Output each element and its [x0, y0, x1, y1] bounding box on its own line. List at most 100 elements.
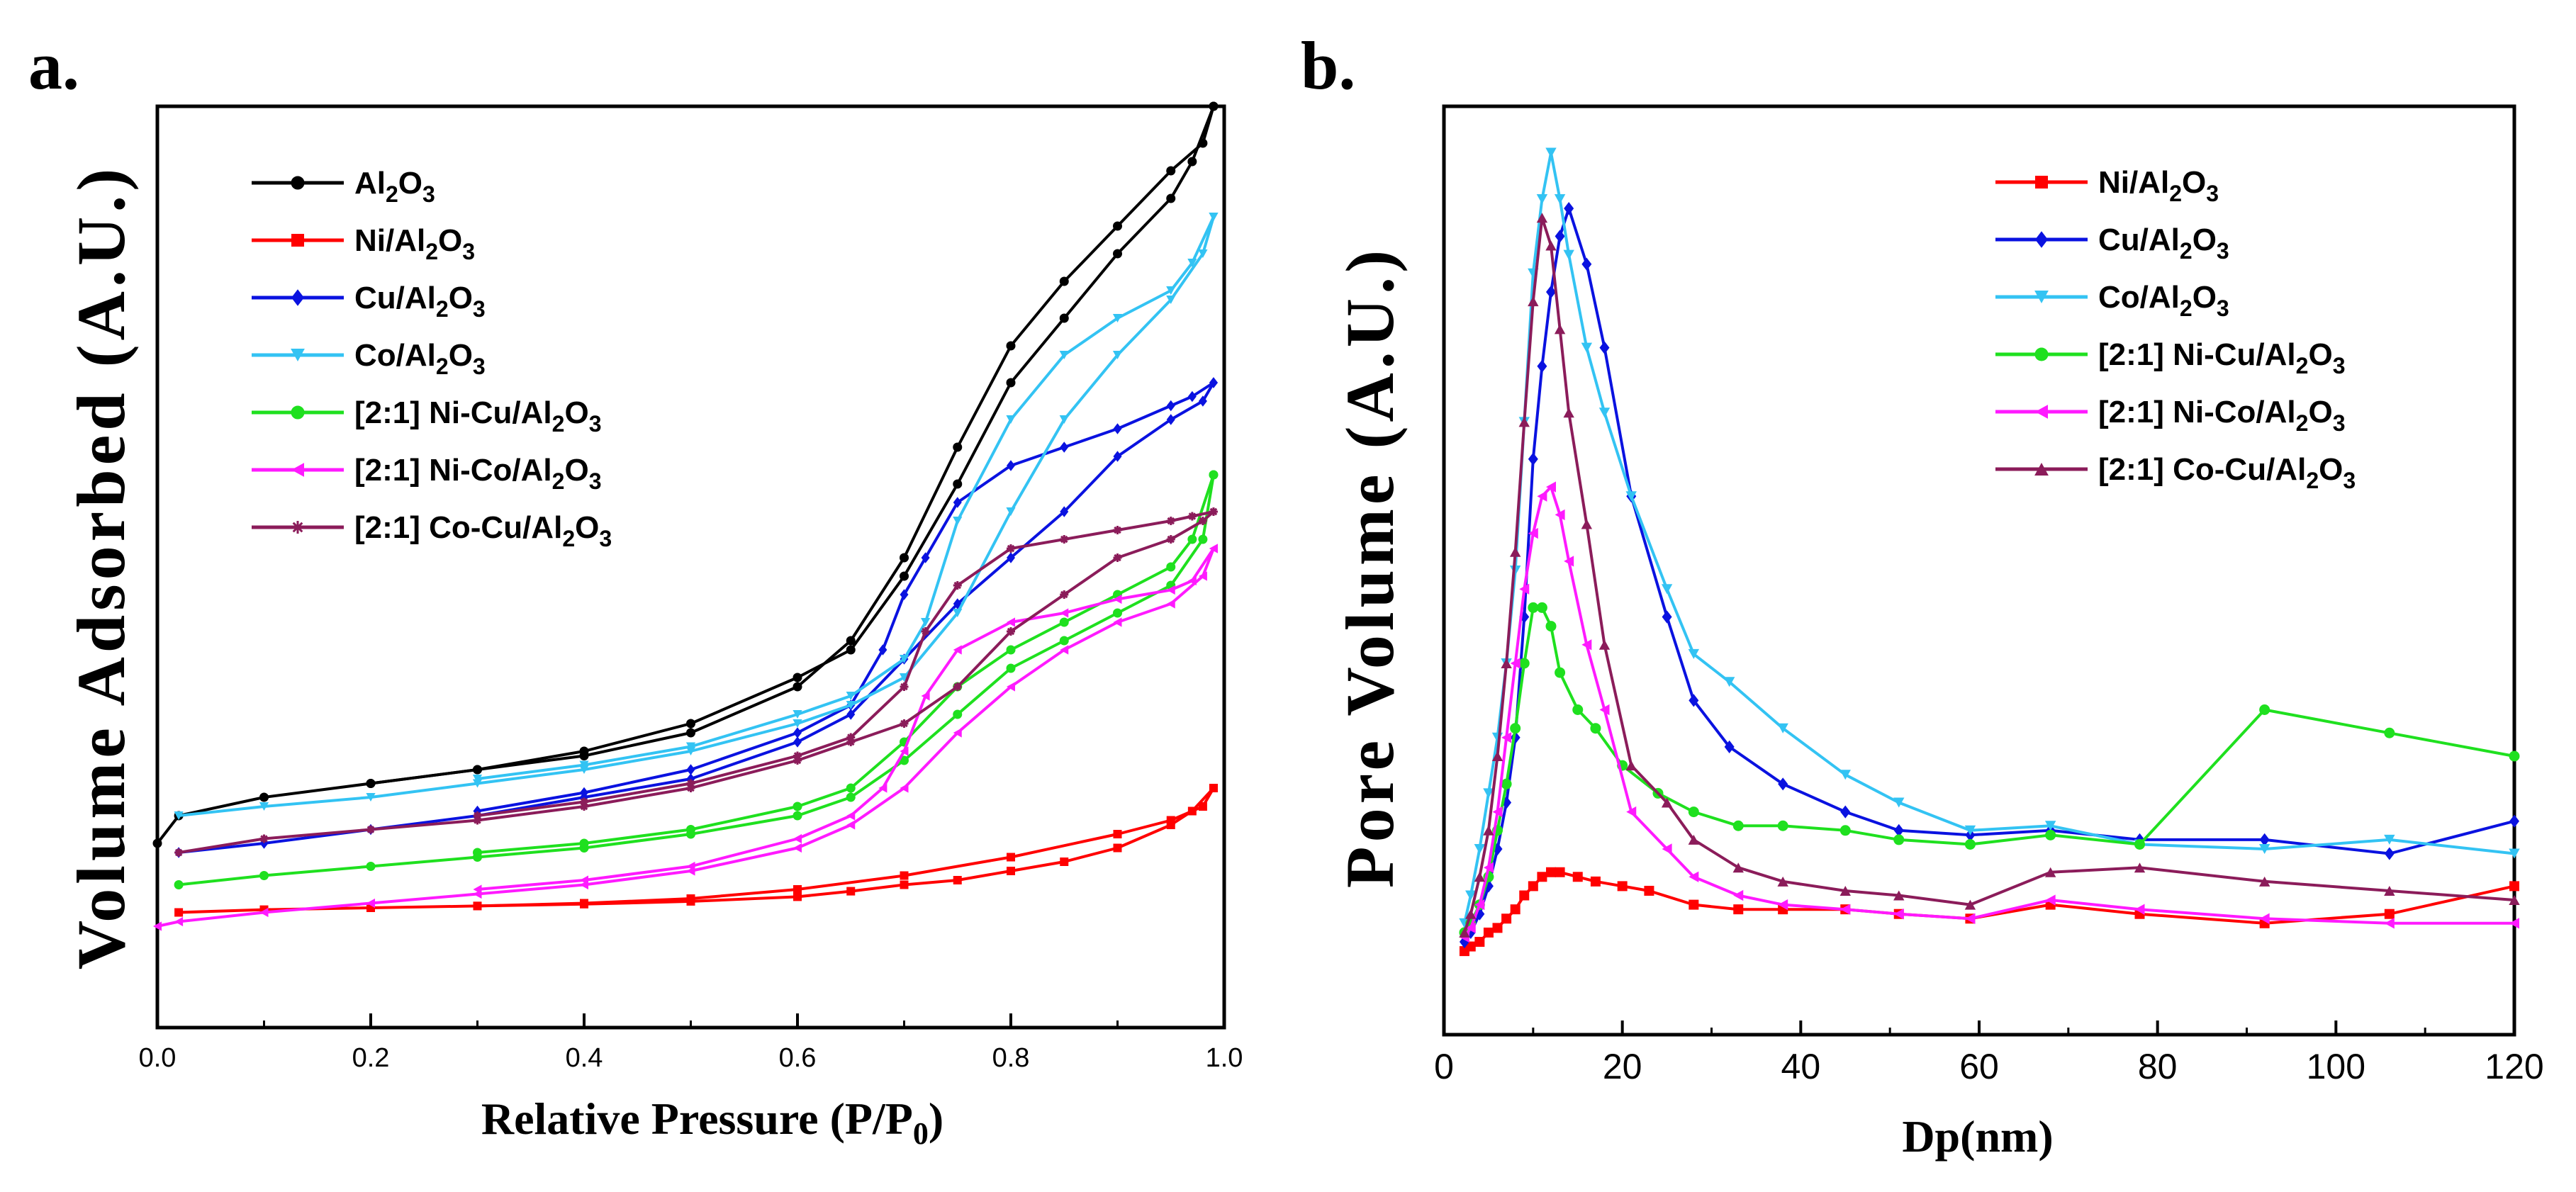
legend-item-cu-al2o3: Cu/Al2O3: [252, 281, 486, 322]
series-ni-al2o3: [174, 784, 1218, 917]
data-point-2-1-ni-co-al2o3: [1778, 899, 1788, 911]
data-point-2-1-ni-co-al2o3: [1581, 639, 1592, 651]
data-point-2-1-ni-co-al2o3: [174, 916, 184, 927]
data-point-2-1-co-cu-al2o3: [1536, 213, 1548, 223]
data-point-al2o3: [1113, 221, 1122, 231]
data-point-2-1-ni-co-al2o3: [1060, 645, 1069, 655]
series-cu-al2o3: [1459, 202, 2519, 949]
data-point-2-1-co-cu-al2o3: [580, 797, 588, 806]
data-point-ni-al2o3: [473, 901, 482, 911]
data-point-2-1-co-cu-al2o3: [686, 779, 695, 788]
legend-label-part: 2: [552, 468, 565, 494]
legend-marker: [291, 521, 304, 534]
data-point-2-1-co-cu-al2o3: [1474, 872, 1486, 882]
data-point-ni-al2o3: [686, 896, 695, 906]
data-point-al2o3: [1113, 249, 1122, 259]
data-point-cu-al2o3: [1166, 400, 1175, 412]
panel-b: b. 0 20 40 60 80 100 120 Ni/Al2O3Cu/Al2O3Co/Al…: [1301, 28, 2544, 1162]
data-point-2-1-co-cu-al2o3: [1060, 535, 1069, 544]
legend-label-part: O: [449, 338, 473, 373]
data-point-co-al2o3: [1688, 648, 1700, 659]
data-point-2-1-co-cu-al2o3: [1209, 507, 1218, 516]
series-line-co-al2o3-desorption: [477, 216, 1215, 780]
legend-label-part: [2:1] Co-Cu/Al: [354, 510, 562, 545]
data-point-2-1-co-cu-al2o3: [1007, 627, 1015, 636]
legend-label-part: O: [2319, 452, 2343, 487]
data-point-cu-al2o3: [1007, 552, 1015, 563]
legend-marker: [291, 349, 305, 361]
legend-marker: [291, 405, 305, 420]
data-point-ni-al2o3: [793, 885, 802, 894]
data-point-2-1-ni-co-al2o3: [1519, 583, 1530, 595]
panel-b-series-group: [1459, 147, 2520, 957]
data-point-2-1-ni-co-al2o3: [259, 907, 269, 918]
data-point-2-1-ni-co-al2o3: [1662, 843, 1672, 855]
data-point-ni-al2o3: [1555, 867, 1565, 877]
data-point-2-1-ni-cu-al2o3: [1528, 602, 1539, 613]
data-point-2-1-ni-co-al2o3: [953, 645, 962, 655]
data-point-ni-al2o3: [580, 899, 588, 909]
data-point-co-al2o3: [2384, 834, 2395, 845]
data-point-co-al2o3: [579, 760, 589, 770]
data-point-2-1-ni-co-al2o3: [1626, 806, 1637, 818]
data-point-2-1-ni-cu-al2o3: [1187, 534, 1197, 544]
data-point-al2o3: [1006, 341, 1016, 351]
data-point-cu-al2o3: [953, 497, 962, 508]
series-2-1-ni-cu-al2o3: [174, 470, 1219, 889]
data-point-2-1-ni-cu-al2o3: [793, 802, 802, 811]
data-point-co-al2o3: [472, 775, 483, 783]
data-point-2-1-ni-cu-al2o3: [1590, 723, 1601, 734]
data-point-2-1-ni-cu-al2o3: [1198, 534, 1208, 544]
legend-marker: [2035, 405, 2048, 419]
data-point-cu-al2o3: [1060, 506, 1069, 517]
series-al2o3: [152, 101, 1219, 848]
data-point-cu-al2o3: [2509, 814, 2519, 828]
legend-label-part: O: [2308, 337, 2332, 372]
panel-b-plot-frame: [1442, 104, 2516, 1037]
legend-item-2-1-co-cu-al2o3: [2:1] Co-Cu/Al2O3: [252, 510, 612, 551]
data-point-2-1-ni-cu-al2o3: [846, 783, 856, 793]
x-tick-label: 20: [1603, 1047, 1642, 1086]
data-point-ni-al2o3: [1519, 890, 1530, 901]
legend-marker: [2034, 291, 2049, 303]
data-point-2-1-ni-cu-al2o3: [1501, 778, 1512, 789]
data-point-2-1-ni-cu-al2o3: [2259, 704, 2270, 715]
data-point-2-1-co-cu-al2o3: [1113, 553, 1122, 562]
data-point-2-1-ni-cu-al2o3: [1518, 658, 1530, 669]
data-point-2-1-co-cu-al2o3: [1509, 546, 1521, 557]
legend-label-part: [2:1] Ni-Co/Al: [2098, 395, 2296, 429]
data-point-al2o3: [900, 571, 909, 581]
data-point-2-1-ni-co-al2o3: [1689, 871, 1699, 882]
data-point-2-1-ni-co-al2o3: [1166, 599, 1175, 609]
data-point-2-1-ni-cu-al2o3: [366, 862, 376, 871]
data-point-ni-al2o3: [1166, 821, 1175, 829]
data-point-2-1-ni-co-al2o3: [686, 861, 695, 872]
series-line-co-al2o3: [1462, 151, 2515, 924]
data-point-co-al2o3: [1006, 415, 1016, 424]
data-point-al2o3: [793, 682, 802, 692]
data-point-2-1-ni-cu-al2o3: [1166, 562, 1176, 572]
data-point-2-1-co-cu-al2o3: [793, 751, 802, 760]
data-point-2-1-ni-co-al2o3: [1528, 527, 1538, 539]
data-point-2-1-co-cu-al2o3: [174, 848, 184, 857]
data-point-co-al2o3: [1563, 249, 1574, 260]
data-point-co-al2o3: [1536, 194, 1548, 204]
data-point-2-1-co-cu-al2o3: [580, 802, 588, 811]
series-line-2-1-ni-co-al2o3-adsorption: [157, 548, 1215, 928]
data-point-al2o3: [953, 479, 963, 489]
data-point-co-al2o3: [1581, 342, 1593, 353]
data-point-al2o3: [1006, 378, 1016, 388]
data-point-2-1-co-cu-al2o3: [1661, 797, 1673, 808]
data-point-2-1-ni-cu-al2o3: [259, 871, 269, 880]
series-cu-al2o3: [174, 377, 1218, 858]
data-point-co-al2o3: [472, 779, 483, 788]
legend-label-part: O: [2182, 165, 2206, 200]
legend-label-part: O: [2193, 280, 2217, 315]
data-point-2-1-co-cu-al2o3: [2258, 876, 2270, 887]
data-point-co-al2o3: [1198, 249, 1208, 258]
data-point-2-1-ni-cu-al2o3: [1059, 617, 1069, 627]
legend-label: [2:1] Ni-Cu/Al2O3: [2098, 337, 2345, 378]
series-2-1-ni-co-al2o3: [153, 544, 1218, 931]
legend-item-co-al2o3: Co/Al2O3: [252, 338, 486, 379]
